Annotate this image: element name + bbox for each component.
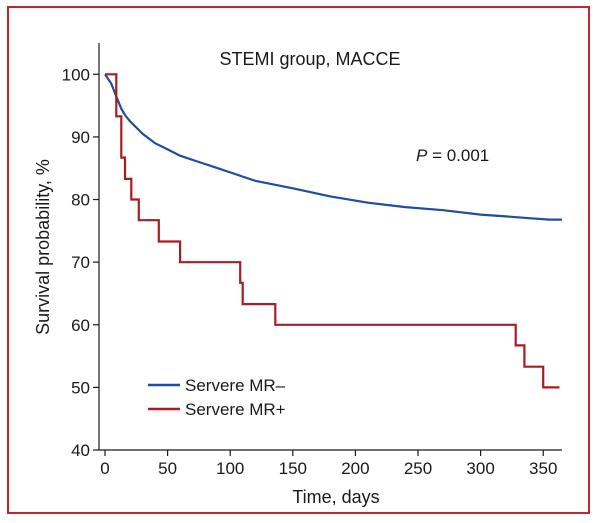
y-tick-label: 40 xyxy=(71,441,90,460)
series-line-mr-negative xyxy=(104,73,562,221)
x-tick-label: 50 xyxy=(158,459,177,478)
x-tick-label: 350 xyxy=(529,459,557,478)
axes: 40 50 60 70 80 90 100 0 50 100 150 200 250 300 350 xyxy=(62,43,562,478)
x-tick-label: 300 xyxy=(466,459,494,478)
y-tick-label: 70 xyxy=(71,253,90,272)
y-tick-label: 50 xyxy=(71,378,90,397)
y-tick-label: 80 xyxy=(71,191,90,210)
x-tick-label: 150 xyxy=(279,459,307,478)
y-tick-label: 100 xyxy=(62,65,90,84)
chart-title: STEMI group, MACCE xyxy=(219,49,400,69)
x-tick-label: 100 xyxy=(216,459,244,478)
x-tick-label: 200 xyxy=(341,459,369,478)
x-tick-label: 250 xyxy=(404,459,432,478)
series-line-mr-positive xyxy=(105,73,560,389)
y-tick-label: 90 xyxy=(71,128,90,147)
figure-frame xyxy=(7,6,590,514)
x-tick-label: 0 xyxy=(100,459,109,478)
legend-label-mr-negative: Servere MR– xyxy=(185,376,286,395)
y-axis-label: Survival probability, % xyxy=(33,159,53,335)
y-tick-label: 60 xyxy=(71,316,90,335)
series-layer xyxy=(104,73,562,389)
x-axis-label: Time, days xyxy=(292,487,379,507)
legend-label-mr-positive: Servere MR+ xyxy=(185,400,286,419)
legend: Servere MR– Servere MR+ xyxy=(148,376,286,419)
p-value-annotation: P = 0.001 xyxy=(416,146,489,165)
